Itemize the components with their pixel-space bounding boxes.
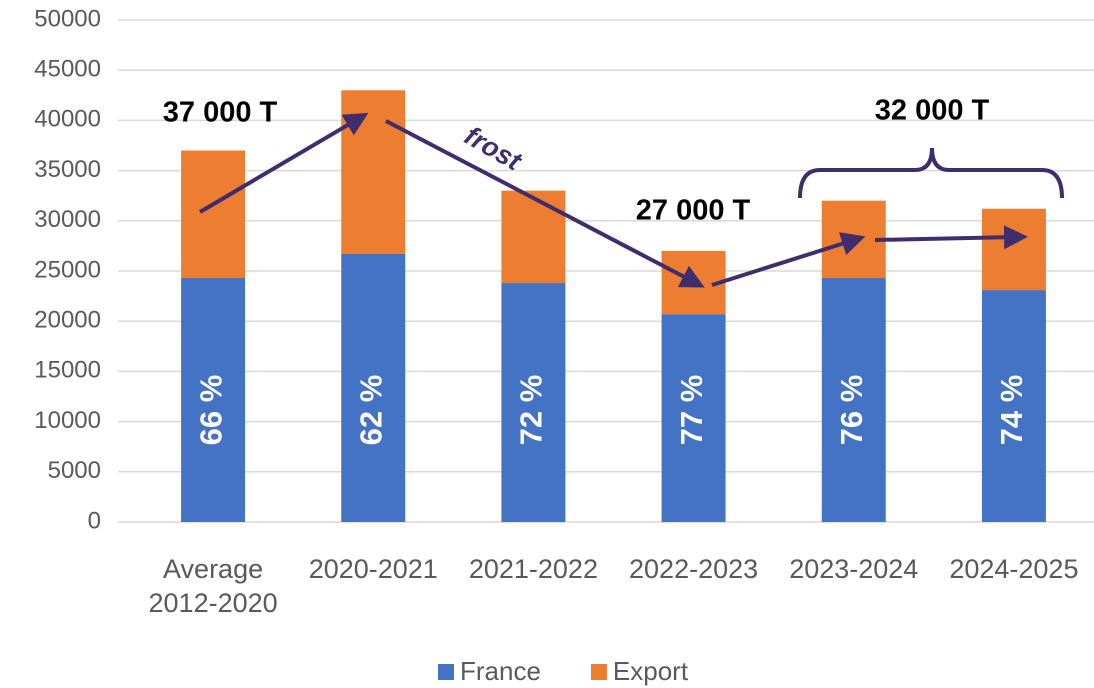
y-tick-label: 15000 (34, 357, 101, 384)
x-tick-label: 2022-2023 (629, 554, 759, 584)
bar-segment (501, 283, 566, 522)
y-tick-label: 40000 (34, 106, 101, 133)
bar-segment (501, 190, 566, 284)
y-tick-label: 50000 (34, 5, 101, 32)
y-tick-label: 45000 (34, 56, 101, 83)
y-tick-label: 25000 (34, 256, 101, 283)
y-tick-label: 20000 (34, 307, 101, 334)
share-label: 77 % (674, 375, 709, 446)
legend-label: Export (613, 656, 689, 686)
x-tick-label: Average 2012-2020 (148, 554, 278, 618)
legend-label: France (460, 656, 541, 686)
y-tick-label: 35000 (34, 156, 101, 183)
legend-swatch (590, 664, 607, 680)
bar-segment (181, 150, 246, 279)
bar-segment (661, 314, 726, 522)
share-label: 62 % (353, 375, 388, 446)
y-tick-label: 5000 (48, 457, 101, 484)
y-tick-label: 0 (88, 507, 101, 534)
share-label: 76 % (834, 375, 869, 446)
x-tick-label: 2020-2021 (308, 554, 438, 584)
share-label: 72 % (514, 375, 549, 446)
share-label: 66 % (193, 375, 228, 446)
annotation: 32 000 T (875, 95, 990, 127)
share-label: 74 % (994, 375, 1029, 446)
bar-segment (341, 90, 406, 254)
bar-segment (341, 253, 406, 522)
x-tick-label: 2024-2025 (949, 554, 1079, 584)
y-tick-label: 30000 (34, 206, 101, 233)
bar-segment (981, 290, 1046, 522)
annotation: frost (459, 120, 527, 176)
annotation: 37 000 T (163, 97, 278, 129)
bar-segment (181, 278, 246, 522)
bar-segment (821, 278, 886, 522)
x-tick-label: 2023-2024 (789, 554, 919, 584)
annotation-arrows (198, 112, 1064, 288)
bar-segment (981, 208, 1046, 291)
x-tick-label: 2021-2022 (468, 554, 598, 584)
annotation: 27 000 T (636, 195, 751, 227)
y-tick-label: 10000 (34, 407, 101, 434)
legend-swatch (438, 664, 454, 680)
